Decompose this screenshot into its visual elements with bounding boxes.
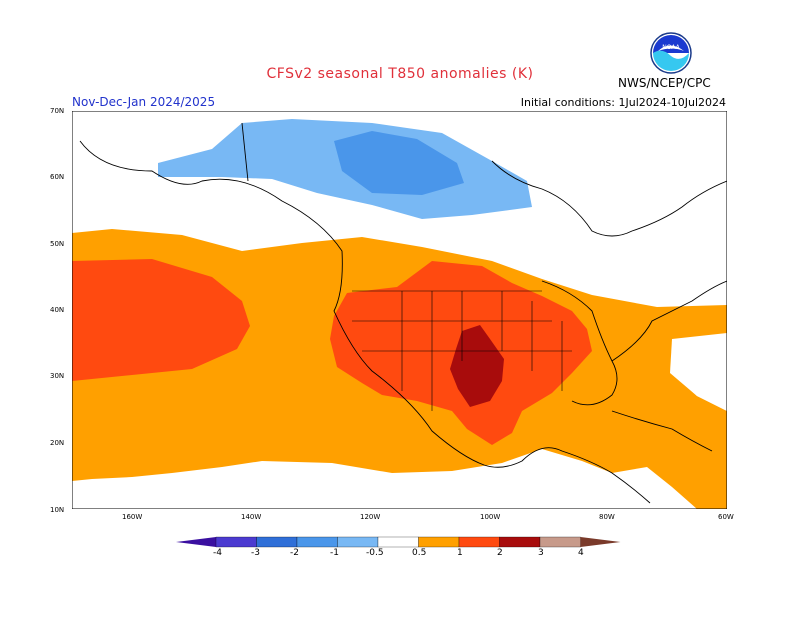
legend-arrow-high [580,537,621,547]
lon-label: 160W [122,513,143,521]
state-boundaries [352,290,572,411]
legend-colorbar [176,536,621,548]
lat-label: 70N [50,107,65,115]
legend-swatch [256,536,298,548]
lon-label: 140W [241,513,262,521]
legend-label: -3 [251,548,260,558]
legend-label: -4 [213,548,222,558]
legend-swatch [539,536,581,548]
legend-swatch [377,536,419,548]
anomaly-region-blue [334,131,464,195]
lat-label: 10N [50,506,65,514]
legend-label: -2 [290,548,299,558]
organization-label: NWS/NCEP/CPC [618,76,711,90]
lat-label: 50N [50,240,65,248]
legend-label: -0.5 [366,548,384,558]
lon-label: 60W [718,513,734,521]
svg-text:NOAA: NOAA [662,44,680,51]
legend-swatch [215,536,257,548]
map-title: CFSv2 seasonal T850 anomalies (K) [266,66,534,82]
legend-swatch [337,536,379,548]
lon-label: 120W [360,513,381,521]
noaa-logo-icon: NOAA [650,32,692,74]
coastlines [79,122,727,504]
lon-label: 100W [480,513,501,521]
legend-label: 4 [578,548,584,558]
legend-label: 1 [457,548,463,558]
forecast-period: Nov-Dec-Jan 2024/2025 [72,95,216,109]
anomaly-region-darkred [450,325,504,407]
anomaly-map [72,111,727,509]
lat-label: 40N [50,306,65,314]
anomaly-region-red-pacific [72,259,250,381]
legend-label: 2 [497,548,503,558]
lat-label: 20N [50,439,65,447]
legend-arrow-low [176,537,216,547]
legend-label: 0.5 [412,548,427,558]
lat-label: 30N [50,372,65,380]
legend-swatch [499,536,541,548]
lon-label: 80W [599,513,615,521]
lat-label: 60N [50,173,65,181]
initial-conditions: Initial conditions: 1Jul2024-10Jul2024 [520,96,726,109]
legend-swatch [418,536,460,548]
legend-label: -1 [330,548,339,558]
legend-label: 3 [538,548,544,558]
legend-swatch [458,536,500,548]
legend-swatch [296,536,338,548]
